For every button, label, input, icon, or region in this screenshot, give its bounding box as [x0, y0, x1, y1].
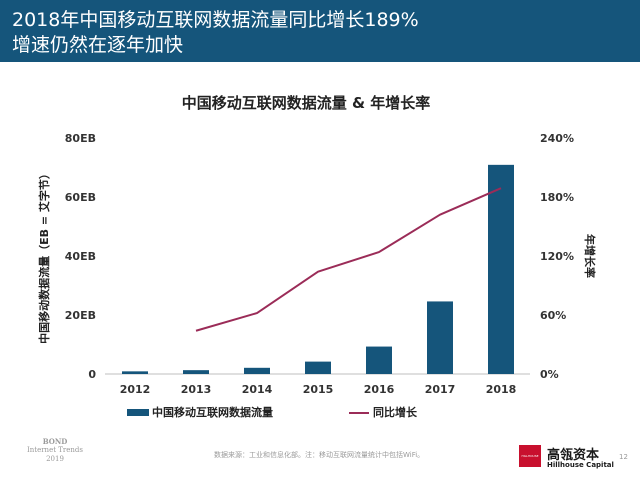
- y-right-tick-label: 0%: [540, 368, 559, 381]
- bar-2017: [427, 301, 453, 374]
- source-note: 数据来源：工业和信息化部。注：移动互联网流量统计中包括WiFi。: [214, 451, 425, 459]
- x-tick-label: 2014: [242, 383, 273, 396]
- y-left-tick-label: 0: [88, 368, 96, 381]
- x-tick-label: 2018: [486, 383, 517, 396]
- growth-line: [195, 187, 502, 332]
- chart: 中国移动互联网数据流量 & 年增长率 0 20EB 40EB 60EB 80EB 0% 60…: [37, 94, 597, 419]
- brand-name-cn: 高瓴资本: [547, 448, 600, 463]
- y-right-tick-label: 180%: [540, 191, 574, 204]
- x-tick-label: 2012: [120, 383, 151, 396]
- page-number: 12: [619, 453, 628, 461]
- bar-2014: [244, 367, 270, 374]
- brand-name-en: Hillhouse Capital: [547, 461, 614, 469]
- y-left-tick-label: 20EB: [65, 309, 96, 322]
- bar-2012: [122, 371, 148, 374]
- y-left-tick-label: 80EB: [65, 132, 96, 145]
- y-right-tick-label: 240%: [540, 132, 574, 145]
- x-tick-label: 2016: [364, 383, 395, 396]
- x-tick-label: 2013: [181, 383, 212, 396]
- chart-title: 中国移动互联网数据流量 & 年增长率: [182, 94, 431, 112]
- bond-logo-line1: BOND: [42, 437, 68, 446]
- legend-label-line: 同比增长: [373, 405, 418, 419]
- legend-label-bar: 中国移动互联网数据流量: [152, 405, 273, 419]
- bar-2015: [305, 361, 331, 374]
- bar-2013: [183, 370, 209, 374]
- y-left-tick-label: 40EB: [65, 250, 96, 263]
- bar-2016: [366, 346, 392, 374]
- subheadline: 增速仍然在逐年加快: [12, 34, 184, 56]
- y-right-axis-title: 年增长率: [583, 234, 597, 278]
- title-banner: 2018年中国移动互联网数据流量同比增长189% 增速仍然在逐年加快: [0, 0, 640, 62]
- bar-2018: [488, 164, 514, 374]
- bond-logo-line3: 2019: [46, 455, 64, 463]
- legend-swatch-bar: [127, 409, 149, 416]
- headline: 2018年中国移动互联网数据流量同比增长189%: [12, 9, 419, 31]
- y-right-tick-label: 120%: [540, 250, 574, 263]
- x-tick-label: 2015: [303, 383, 334, 396]
- y-left-tick-label: 60EB: [65, 191, 96, 204]
- y-left-axis-title: 中国移动数据流量（EB = 艾字节）: [37, 168, 51, 344]
- x-tick-label: 2017: [425, 383, 456, 396]
- y-right-tick-label: 60%: [540, 309, 566, 322]
- hillhouse-logo: HILLHOUSE: [519, 445, 541, 467]
- bond-logo: BOND Internet Trends 2019: [20, 437, 90, 464]
- bond-logo-line2: Internet Trends: [26, 446, 83, 454]
